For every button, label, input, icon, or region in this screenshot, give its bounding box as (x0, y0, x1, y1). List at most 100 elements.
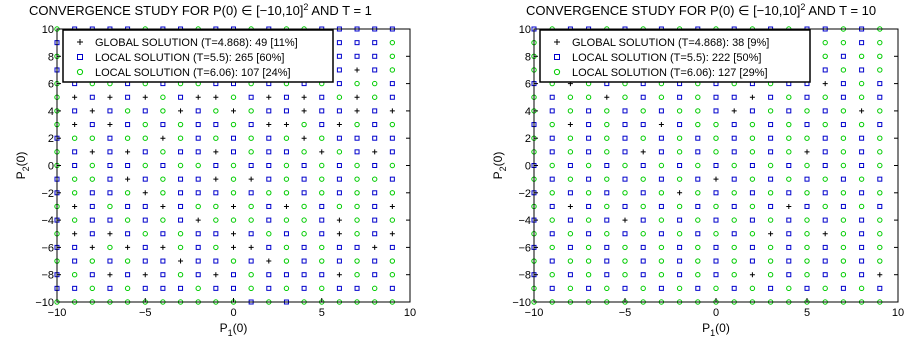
marker-local-6-06 (372, 94, 378, 100)
legend-marker-square (554, 54, 560, 60)
marker-global (160, 203, 166, 209)
marker-local-5-5 (586, 108, 592, 114)
marker-local-5-5 (822, 217, 828, 223)
marker-local-5-5 (768, 122, 774, 128)
marker-global (160, 135, 166, 141)
marker-local-5-5 (713, 94, 719, 100)
marker-local-5-5 (354, 40, 360, 46)
marker-local-5-5 (822, 190, 828, 196)
marker-local-5-5 (786, 108, 792, 114)
marker-local-5-5 (786, 244, 792, 250)
marker-local-5-5 (731, 203, 737, 209)
marker-local-6-06 (840, 272, 847, 278)
marker-local-5-5 (72, 163, 78, 168)
marker-local-5-5 (786, 163, 792, 168)
marker-local-6-06 (840, 190, 847, 196)
marker-local-5-5 (336, 258, 342, 264)
marker-local-6-06 (336, 203, 343, 210)
marker-local-6-06 (877, 149, 883, 155)
marker-local-6-06 (283, 285, 290, 292)
marker-global (266, 94, 272, 100)
marker-local-5-5 (142, 149, 148, 155)
marker-local-6-06 (213, 135, 219, 141)
marker-local-6-06 (731, 190, 737, 196)
marker-local-5-5 (266, 176, 272, 182)
marker-local-6-06 (177, 272, 184, 278)
marker-local-6-06 (354, 231, 360, 237)
marker-local-6-06 (604, 203, 610, 210)
marker-local-6-06 (549, 162, 555, 169)
marker-local-6-06 (604, 176, 610, 182)
marker-local-6-06 (640, 285, 646, 292)
marker-local-5-5 (549, 135, 555, 141)
marker-local-5-5 (266, 163, 272, 168)
marker-local-5-5 (786, 272, 792, 278)
marker-local-5-5 (213, 163, 219, 168)
marker-local-5-5 (319, 231, 325, 237)
marker-local-6-06 (549, 217, 555, 223)
marker-local-6-06 (89, 176, 96, 182)
marker-local-6-06 (567, 258, 574, 264)
marker-local-6-06 (840, 244, 847, 251)
marker-local-6-06 (676, 135, 683, 141)
marker-global (731, 108, 737, 114)
marker-local-5-5 (89, 203, 95, 209)
marker-global (231, 244, 236, 250)
marker-local-5-5 (731, 285, 737, 291)
marker-local-5-5 (658, 203, 664, 209)
marker-local-6-06 (248, 285, 254, 292)
marker-local-5-5 (822, 163, 828, 168)
marker-local-6-06 (389, 53, 396, 59)
marker-local-5-5 (749, 108, 755, 114)
marker-local-5-5 (248, 122, 254, 128)
marker-global (72, 94, 78, 100)
marker-local-5-5 (160, 258, 166, 264)
marker-local-6-06 (786, 176, 792, 182)
marker-local-5-5 (142, 285, 148, 291)
marker-local-5-5 (822, 135, 828, 141)
chart-title: CONVERGENCE STUDY FOR P(0) ∈ [−10,10]2 A… (526, 2, 876, 18)
marker-local-5-5 (178, 203, 184, 209)
marker-local-5-5 (283, 272, 289, 278)
marker-local-5-5 (195, 190, 201, 196)
marker-local-5-5 (231, 272, 236, 278)
marker-local-5-5 (804, 94, 810, 100)
marker-local-6-06 (319, 285, 325, 292)
marker-local-5-5 (877, 176, 883, 182)
legend: GLOBAL SOLUTION (T=4.868): 38 [9%] LOCAL … (539, 29, 811, 83)
marker-local-6-06 (389, 121, 396, 128)
marker-local-5-5 (266, 149, 272, 155)
marker-local-5-5 (283, 231, 289, 237)
marker-local-5-5 (266, 244, 272, 250)
marker-local-6-06 (319, 258, 325, 264)
marker-local-6-06 (89, 135, 96, 141)
marker-local-5-5 (859, 149, 865, 155)
marker-local-6-06 (640, 203, 646, 210)
y-tick-label: −6 (518, 242, 531, 254)
marker-local-6-06 (354, 176, 360, 182)
marker-local-6-06 (786, 149, 792, 155)
marker-local-5-5 (354, 285, 360, 291)
legend-marker-global (77, 39, 83, 45)
marker-local-5-5 (604, 217, 610, 223)
marker-local-6-06 (676, 108, 683, 114)
marker-local-5-5 (731, 176, 737, 182)
marker-local-6-06 (786, 121, 792, 128)
marker-local-6-06 (354, 272, 360, 278)
marker-global (213, 272, 219, 278)
marker-local-5-5 (178, 190, 184, 196)
marker-local-6-06 (804, 162, 810, 169)
marker-local-5-5 (677, 122, 683, 128)
x-tick-label: −5 (139, 307, 152, 319)
marker-local-5-5 (372, 231, 378, 237)
marker-local-5-5 (389, 135, 395, 141)
marker-global (160, 244, 166, 250)
marker-global (125, 244, 131, 250)
marker-local-5-5 (713, 217, 719, 223)
marker-global (768, 231, 774, 237)
marker-local-5-5 (786, 217, 792, 223)
marker-global (178, 108, 184, 114)
marker-local-6-06 (213, 203, 219, 210)
marker-local-6-06 (877, 162, 883, 169)
marker-local-6-06 (749, 149, 756, 155)
